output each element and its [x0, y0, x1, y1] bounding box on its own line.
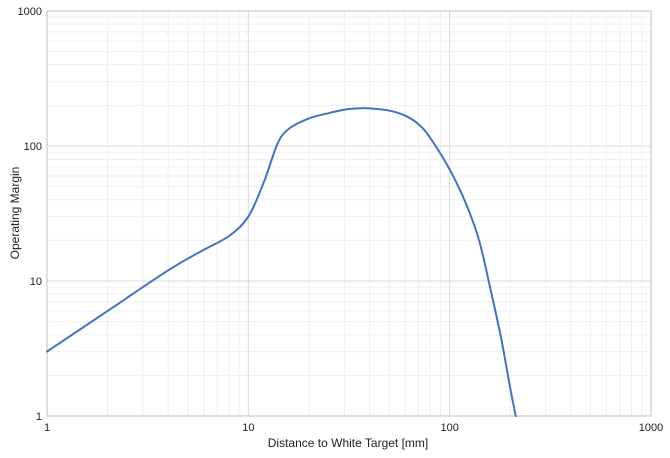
plot-area-border — [47, 11, 651, 416]
y-tick-label: 1000 — [18, 6, 42, 18]
x-tick-label: 1000 — [639, 422, 663, 434]
y-tick-label: 10 — [30, 276, 42, 288]
x-tick-label: 1 — [44, 422, 50, 434]
major-gridlines — [47, 11, 651, 416]
minor-gridlines — [47, 11, 651, 416]
y-tick-label: 100 — [24, 141, 42, 153]
x-axis-tick-labels: 1 10 100 1000 — [44, 422, 663, 434]
y-axis-title: Operating Margin — [8, 167, 22, 260]
operating-margin-line — [47, 108, 516, 416]
x-tick-label: 100 — [440, 422, 458, 434]
x-axis-title: Distance to White Target [mm] — [268, 436, 429, 450]
y-tick-label: 1 — [36, 411, 42, 423]
x-tick-label: 10 — [242, 422, 254, 434]
